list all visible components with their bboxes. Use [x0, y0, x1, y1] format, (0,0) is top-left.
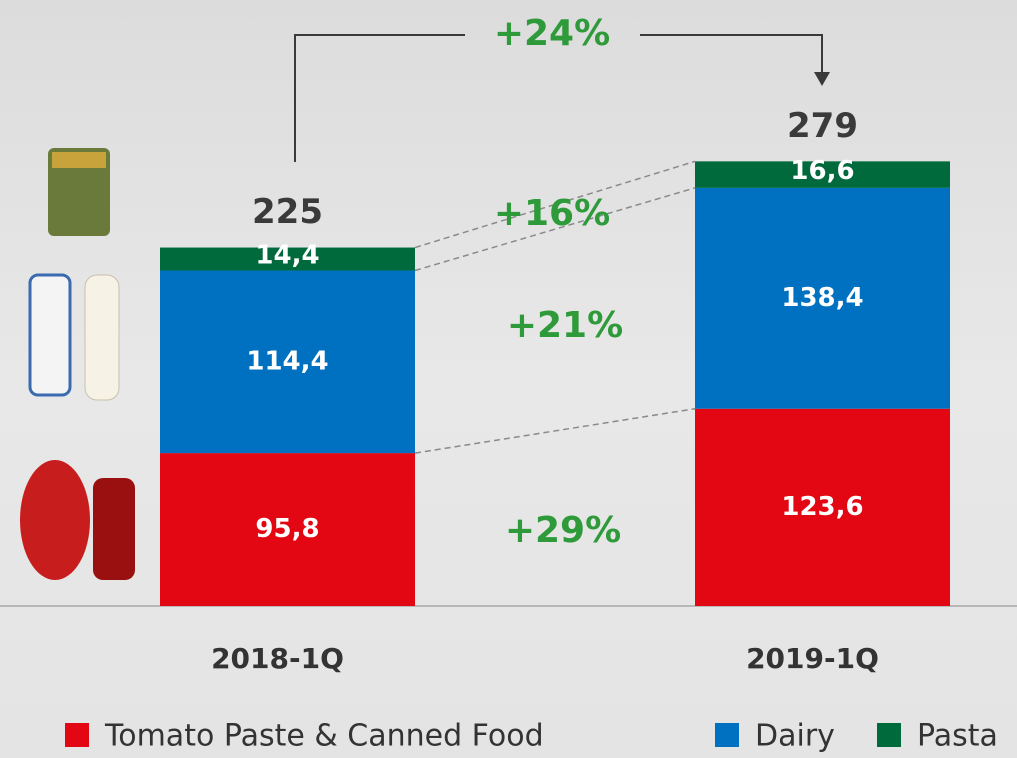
data-label: 14,4: [255, 241, 319, 271]
growth-label: +21%: [507, 305, 623, 346]
growth-label: +16%: [494, 193, 610, 234]
data-label: 138,4: [781, 283, 863, 313]
legend-swatch: [65, 723, 89, 747]
bar-segment: [695, 187, 950, 409]
connector: [414, 187, 696, 272]
total-label: 225: [252, 192, 323, 232]
legend-label: Dairy: [755, 719, 835, 754]
growth-label: +29%: [505, 510, 621, 551]
growth-label: +24%: [494, 13, 610, 54]
legend-swatch: [715, 723, 739, 747]
x-tick-label: 2019-1Q: [746, 642, 879, 675]
data-label: 95,8: [255, 514, 319, 544]
connector: [414, 160, 696, 249]
bar-segment: [695, 161, 950, 188]
legend-label: Pasta: [917, 719, 998, 754]
bar-segment: [160, 270, 415, 454]
x-tick-label: 2018-1Q: [211, 642, 344, 675]
legend-label: Tomato Paste & Canned Food: [104, 719, 544, 754]
bar-segment: [695, 408, 950, 606]
bar-segment: [160, 453, 415, 606]
connector: [414, 407, 696, 454]
product-images: [20, 148, 135, 580]
legend-swatch: [877, 723, 901, 747]
data-label: 123,6: [781, 492, 863, 522]
arrow-bracket: [294, 34, 830, 162]
bar-segment: [160, 247, 415, 271]
data-label: 114,4: [246, 346, 328, 376]
data-label: 16,6: [790, 156, 854, 186]
total-label: 279: [787, 106, 858, 146]
